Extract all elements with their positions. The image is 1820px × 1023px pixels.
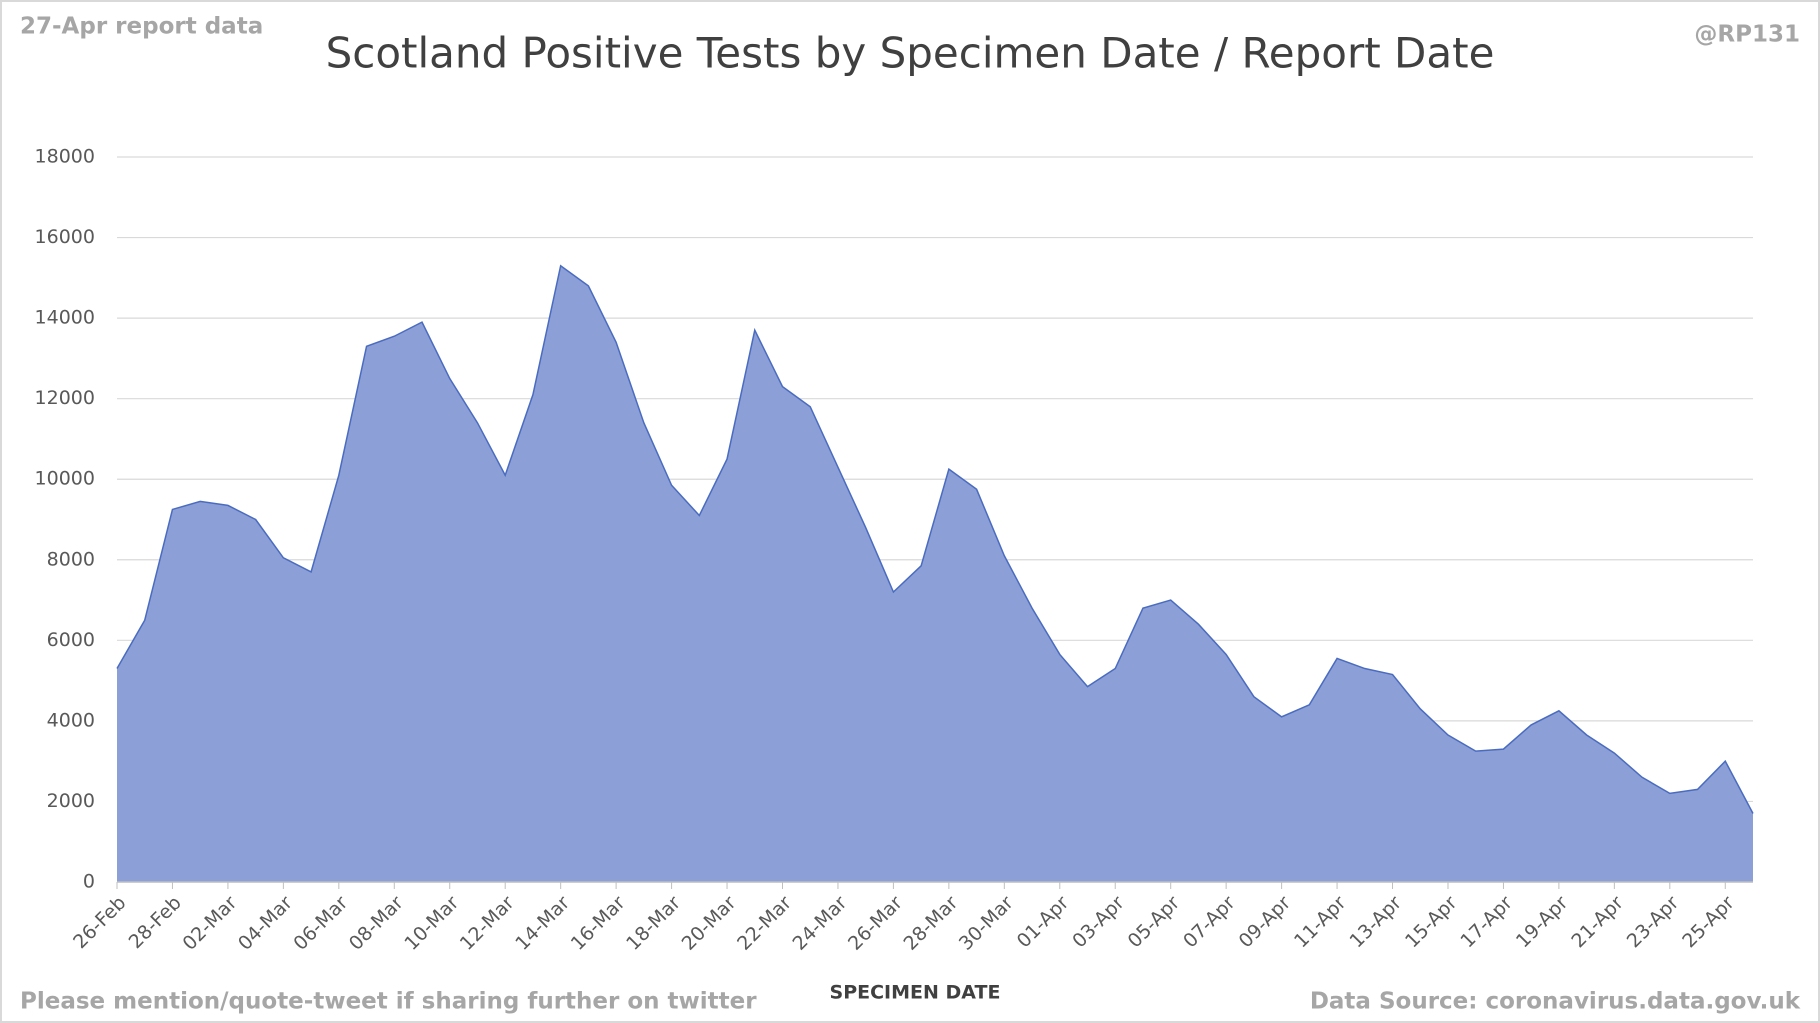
footer-left: Please mention/quote-tweet if sharing fu… — [20, 989, 757, 1015]
y-tick-label: 18000 — [35, 146, 95, 168]
y-tick-label: 16000 — [35, 226, 95, 248]
subtitle: 27-Apr report data — [20, 14, 263, 40]
y-tick-label: 0 — [83, 871, 95, 893]
x-axis-label: SPECIMEN DATE — [830, 982, 1001, 1004]
chart-title: Scotland Positive Tests by Specimen Date… — [326, 29, 1495, 78]
credit: @RP131 — [1694, 22, 1800, 48]
y-tick-label: 2000 — [47, 790, 95, 812]
area-outline — [116, 264, 1754, 814]
area — [117, 265, 1753, 882]
y-tick-label: 10000 — [35, 468, 95, 490]
y-tick-label: 6000 — [47, 629, 95, 651]
y-tick-label: 14000 — [35, 307, 95, 329]
footer-right: Data Source: coronavirus.data.gov.uk — [1310, 989, 1801, 1015]
y-tick-label: 8000 — [47, 548, 95, 570]
y-tick-label: 4000 — [47, 709, 95, 731]
y-tick-label: 12000 — [35, 387, 95, 409]
